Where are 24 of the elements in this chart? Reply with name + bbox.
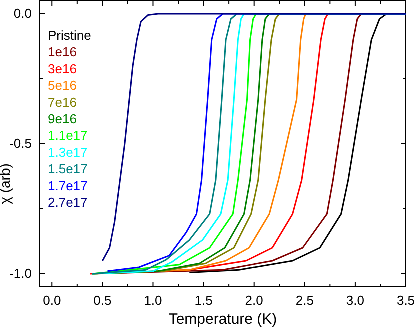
x-tick-label: 0.5 — [94, 293, 112, 308]
x-tick-label: 2.0 — [245, 293, 264, 308]
text: 5e16 — [48, 78, 77, 94]
text: 9e16 — [48, 112, 77, 126]
text: Pristine — [48, 28, 92, 43]
text: 7e16 — [48, 94, 77, 110]
y-tick-label: -1.0 — [10, 266, 32, 282]
text: 1.5e17 — [48, 162, 88, 177]
x-tick-label: 2.5 — [296, 293, 314, 308]
x-tick-label: 3.0 — [346, 293, 364, 308]
text: 2.7e17 — [48, 195, 88, 210]
y-tick-label: 0.0 — [14, 6, 32, 22]
text: 1.3e17 — [48, 144, 88, 160]
x-tick-label: 3.5 — [396, 293, 415, 308]
x-tick-label: 0.0 — [43, 293, 62, 308]
text: 1.1e17 — [48, 128, 88, 144]
x-tick-label: 1.0 — [144, 293, 162, 308]
text: 3e16 — [48, 61, 77, 76]
y-axis-title: χ (arb) — [0, 164, 13, 204]
x-tick-label: 1.5 — [194, 293, 213, 308]
y-tick-label: -0.5 — [10, 136, 32, 152]
x-axis-title: Temperature (K) — [168, 311, 278, 328]
text: 1e16 — [48, 44, 77, 60]
text: 1.7e17 — [48, 178, 88, 194]
